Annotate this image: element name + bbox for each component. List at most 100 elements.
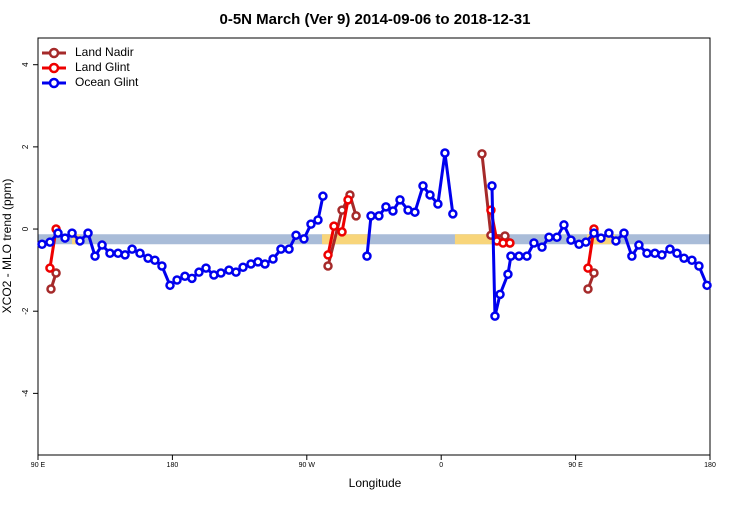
data-point bbox=[97, 240, 107, 250]
data-point bbox=[187, 273, 197, 284]
data-point bbox=[337, 227, 347, 237]
data-point bbox=[388, 206, 398, 216]
plot-frame bbox=[37, 37, 711, 456]
data-point bbox=[544, 232, 554, 243]
y-axis-label: XCO2 - MLO trend (ppm) bbox=[0, 179, 14, 314]
data-point bbox=[552, 232, 562, 243]
data-point bbox=[505, 238, 515, 248]
data-point bbox=[157, 261, 167, 271]
data-point bbox=[583, 284, 593, 294]
data-point bbox=[343, 195, 353, 205]
data-point bbox=[284, 244, 294, 254]
data-point bbox=[657, 250, 667, 260]
data-point bbox=[127, 244, 137, 254]
data-point bbox=[490, 311, 500, 321]
data-point bbox=[45, 237, 55, 247]
data-point bbox=[351, 211, 361, 221]
data-point bbox=[642, 248, 652, 259]
data-point bbox=[418, 181, 428, 191]
data-point bbox=[313, 215, 323, 225]
data-point bbox=[165, 280, 175, 291]
data-point bbox=[362, 251, 372, 261]
data-point bbox=[83, 228, 93, 238]
data-point bbox=[425, 190, 435, 200]
data-point bbox=[45, 263, 55, 273]
y-tick-label: 2 bbox=[21, 144, 30, 149]
data-point bbox=[395, 195, 405, 205]
data-point bbox=[589, 268, 599, 278]
data-point bbox=[634, 240, 644, 250]
data-point bbox=[51, 268, 61, 278]
legend-marker bbox=[48, 47, 60, 59]
data-point bbox=[589, 228, 599, 238]
data-point bbox=[268, 254, 278, 264]
x-tick-label: 90 W bbox=[299, 462, 316, 469]
data-point bbox=[374, 211, 384, 221]
data-point bbox=[702, 280, 712, 291]
data-point bbox=[619, 228, 629, 238]
data-point bbox=[514, 251, 524, 261]
y-tick-label: -2 bbox=[21, 307, 30, 315]
legend-marker bbox=[48, 77, 60, 89]
data-point bbox=[495, 289, 505, 300]
data-point bbox=[529, 238, 539, 248]
data-point bbox=[611, 236, 621, 246]
data-point bbox=[665, 244, 675, 254]
data-point bbox=[216, 268, 226, 278]
data-point bbox=[506, 251, 516, 261]
data-point bbox=[537, 242, 547, 252]
data-point bbox=[299, 234, 309, 244]
data-point bbox=[291, 230, 301, 240]
data-point bbox=[329, 221, 339, 231]
data-point bbox=[105, 248, 115, 259]
data-point bbox=[687, 255, 697, 266]
data-point bbox=[67, 228, 77, 238]
data-point bbox=[566, 235, 576, 245]
x-tick-label: 90 E bbox=[568, 462, 583, 469]
legend-label: Land Nadir bbox=[75, 45, 134, 59]
y-tick-label: -4 bbox=[21, 389, 30, 397]
x-tick-label: 180 bbox=[704, 462, 716, 469]
legend-label: Land Glint bbox=[75, 60, 130, 74]
data-point bbox=[679, 253, 689, 263]
y-tick-label: 0 bbox=[21, 226, 30, 231]
data-point bbox=[172, 275, 182, 285]
x-tick-label: 180 bbox=[167, 462, 179, 469]
data-point bbox=[260, 259, 270, 269]
data-point bbox=[448, 209, 458, 219]
data-point bbox=[433, 199, 443, 209]
data-point bbox=[627, 251, 637, 261]
data-point bbox=[90, 251, 100, 261]
data-point bbox=[503, 269, 513, 279]
x-tick-label: 90 E bbox=[31, 462, 46, 469]
series-line bbox=[326, 199, 350, 256]
data-point bbox=[46, 284, 56, 294]
data-point bbox=[150, 255, 160, 266]
x-axis-label: Longitude bbox=[349, 476, 402, 490]
data-point bbox=[306, 219, 316, 229]
data-point bbox=[231, 267, 241, 277]
legend-marker bbox=[48, 62, 60, 74]
chart-title: 0-5N March (Ver 9) 2014-09-06 to 2018-12… bbox=[219, 11, 530, 28]
data-point bbox=[53, 228, 63, 238]
data-point bbox=[596, 233, 606, 243]
data-point bbox=[559, 220, 569, 230]
data-point bbox=[323, 250, 333, 260]
data-point bbox=[135, 248, 145, 259]
data-point bbox=[37, 239, 47, 249]
data-point bbox=[60, 233, 70, 243]
data-point bbox=[522, 251, 532, 261]
data-point bbox=[318, 191, 328, 201]
data-point bbox=[477, 149, 487, 159]
data-point bbox=[672, 248, 682, 259]
data-point bbox=[194, 267, 204, 277]
data-point bbox=[487, 181, 497, 191]
data-point bbox=[238, 262, 248, 272]
data-point bbox=[583, 263, 593, 273]
data-point bbox=[366, 211, 376, 221]
legend-label: Ocean Glint bbox=[75, 75, 139, 89]
data-point bbox=[440, 148, 450, 158]
data-point bbox=[694, 261, 704, 271]
data-point bbox=[410, 207, 420, 217]
